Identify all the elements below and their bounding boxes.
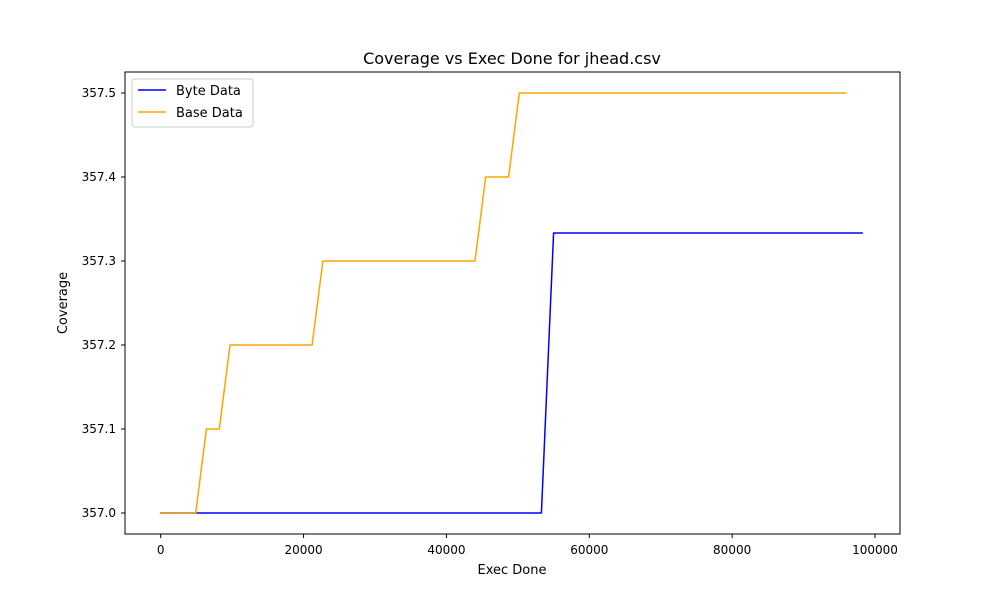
x-tick-label: 40000	[427, 543, 465, 557]
y-axis: 357.0 357.1 357.2 357.3 357.4 357.5	[82, 86, 125, 520]
y-tick-label: 357.0	[82, 506, 116, 520]
x-tick-label: 0	[157, 543, 165, 557]
legend-label-byte-data: Byte Data	[176, 84, 241, 99]
y-tick-label: 357.5	[82, 86, 116, 100]
y-tick-label: 357.3	[82, 254, 116, 268]
plot-frame	[124, 71, 901, 535]
legend-item-byte-data: Byte Data	[138, 84, 241, 99]
x-axis: 0 20000 40000 60000 80000 100000	[157, 534, 898, 557]
series-line-base-data	[159, 92, 847, 514]
series-layer	[159, 92, 863, 514]
y-tick-label: 357.2	[82, 338, 116, 352]
legend-label-base-data: Base Data	[176, 106, 243, 121]
x-tick-label: 60000	[570, 543, 608, 557]
legend-frame	[131, 78, 254, 128]
x-tick-label: 80000	[713, 543, 751, 557]
plot-area	[124, 71, 901, 535]
chart-title: Coverage vs Exec Done for jhead.csv	[363, 49, 661, 68]
y-tick-label: 357.4	[82, 170, 116, 184]
y-axis-label: Coverage	[56, 272, 71, 334]
x-axis-label: Exec Done	[478, 563, 547, 578]
legend-item-base-data: Base Data	[138, 106, 243, 121]
x-tick-label: 100000	[852, 543, 898, 557]
legend: Byte Data Base Data	[131, 78, 254, 128]
x-tick-label: 20000	[284, 543, 322, 557]
y-tick-label: 357.1	[82, 422, 116, 436]
